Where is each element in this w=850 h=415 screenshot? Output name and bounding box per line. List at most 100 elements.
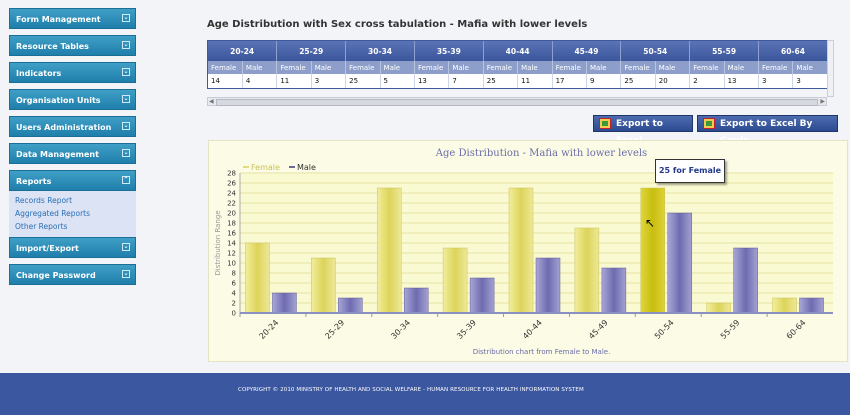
table-cell: 11 (517, 74, 553, 88)
table-sub-header: Male (655, 61, 691, 74)
table-row: 14 4 11 3 25 5 13 7 25 11 17 9 25 20 2 13 3 3 (208, 74, 828, 88)
table-group-header: 30-34 (345, 41, 415, 61)
sidebar-item-reports[interactable]: Reports ⌃ (9, 170, 136, 191)
bar-female (706, 302, 731, 314)
table-sub-header: Female (414, 61, 450, 74)
x-tick-label: 45-49 (587, 318, 610, 341)
y-tick-label: 20 (227, 210, 236, 218)
horizontal-scrollbar[interactable]: ◀ ▶ (207, 97, 827, 106)
bar-female (640, 187, 666, 314)
y-tick-label: 16 (227, 230, 236, 238)
x-tick-label: 60-64 (785, 318, 808, 341)
table-group-header: 35-39 (414, 41, 484, 61)
sidebar-item-import-export[interactable]: Import/Export ⌄ (9, 237, 136, 258)
bar-female (376, 187, 402, 314)
y-tick-label: 8 (232, 270, 236, 278)
expand-icon[interactable]: ⌄ (122, 95, 130, 103)
x-tick-label: 20-24 (258, 318, 281, 341)
expand-icon[interactable]: ⌄ (122, 14, 130, 22)
data-table: 20-24 25-29 30-34 35-39 40-44 45-49 50-54 55-59… (208, 41, 828, 88)
table-sub-header: Female (552, 61, 587, 74)
sidebar-item-label: Resource Tables (16, 42, 89, 51)
scroll-left-icon[interactable]: ◀ (209, 98, 214, 105)
table-cell: 3 (311, 74, 347, 88)
sidebar-item-resource-tables[interactable]: Resource Tables ⌄ (9, 35, 136, 56)
vertical-scrollbar[interactable] (827, 40, 834, 97)
export-excel-button[interactable]: Export to Excel (593, 115, 693, 146)
x-tick-label: 40-44 (521, 318, 544, 341)
table-cell: 2 (689, 74, 725, 88)
sidebar-item-label: Import/Export (16, 244, 79, 253)
bar-male (403, 287, 429, 314)
expand-icon[interactable]: ⌄ (122, 149, 130, 157)
y-tick-label: 6 (232, 280, 237, 288)
scroll-right-icon[interactable]: ▶ (820, 98, 825, 105)
bar-male (338, 297, 363, 314)
table-sub-header: Male (517, 61, 553, 74)
sidebar-item-organisation-units[interactable]: Organisation Units ⌄ (9, 89, 136, 110)
y-tick-label: 0 (232, 310, 236, 318)
x-axis-label: Distribution chart from Female to Male. (473, 348, 611, 356)
sidebar-item-change-password[interactable]: Change Password ⌄ (9, 264, 136, 285)
bar-female (508, 187, 534, 314)
reports-submenu: Records Report Aggregated Reports Other … (9, 191, 136, 237)
table-group-header-row: 20-24 25-29 30-34 35-39 40-44 45-49 50-54 55-59… (208, 41, 828, 61)
bar-male (535, 257, 561, 314)
table-sub-header: Male (792, 61, 828, 74)
y-tick-label: 24 (227, 190, 236, 198)
table-sub-header-row: Female Male Female Male Female Male Female Male… (208, 61, 828, 74)
chart-container: 0 2 4 6 8 10 12 14 16 18 20 22 24 26 28 20-24 25-29 30-34… (208, 140, 848, 362)
chart-tooltip: 25 for Female (655, 159, 725, 183)
scroll-thumb[interactable] (216, 99, 818, 106)
bar-female (311, 257, 336, 314)
table-group-header: 25-29 (276, 41, 347, 61)
expand-icon[interactable]: ⌄ (122, 41, 130, 49)
footer: COPYRIGHT © 2010 MINISTRY OF HEALTH AND … (0, 373, 850, 415)
table-sub-header: Male (724, 61, 760, 74)
table-group-header: 40-44 (483, 41, 553, 61)
table-cell: 14 (208, 74, 243, 88)
sidebar-item-indicators[interactable]: Indicators ⌄ (9, 62, 136, 83)
table-sub-header: Female (276, 61, 312, 74)
bar-male (601, 267, 627, 314)
submenu-other-reports[interactable]: Other Reports (15, 222, 68, 231)
y-tick-label: 22 (227, 200, 236, 208)
x-tick-label: 50-54 (653, 318, 676, 341)
chart-title: Age Distribution - Mafia with lower leve… (435, 148, 647, 159)
bar-male (469, 277, 495, 314)
collapse-icon[interactable]: ⌃ (122, 176, 130, 184)
legend-label-female: Female (251, 163, 280, 172)
export-excel-by-carde-button[interactable]: Export to Excel By Carde (697, 115, 838, 146)
table-cell: 13 (414, 74, 450, 88)
bar-male (799, 297, 824, 314)
sidebar-item-users-administration[interactable]: Users Administration ⌄ (9, 116, 136, 137)
table-cell: 3 (758, 74, 794, 88)
table-group-header: 45-49 (552, 41, 622, 61)
expand-icon[interactable]: ⌄ (122, 122, 130, 130)
table-sub-header: Female (208, 61, 243, 74)
table-cell: 13 (724, 74, 760, 88)
table-sub-header: Male (448, 61, 484, 74)
table-cell: 4 (242, 74, 278, 88)
x-tick-label: 25-29 (323, 318, 346, 341)
submenu-records-report[interactable]: Records Report (15, 196, 73, 205)
y-axis-label: Distribution Range (214, 210, 222, 275)
bar-male (733, 247, 758, 314)
expand-icon[interactable]: ⌄ (122, 243, 130, 251)
bar-female (772, 297, 797, 314)
y-tick-label: 14 (227, 240, 236, 248)
expand-icon[interactable]: ⌄ (122, 270, 130, 278)
sidebar-item-label: Form Management (16, 15, 101, 24)
bar-female (574, 227, 600, 314)
copyright-text: COPYRIGHT © 2010 MINISTRY OF HEALTH AND … (238, 387, 584, 393)
sidebar-item-data-management[interactable]: Data Management ⌄ (9, 143, 136, 164)
table-cell: 17 (552, 74, 587, 88)
table-cell: 3 (792, 74, 828, 88)
page-title: Age Distribution with Sex cross tabulati… (207, 19, 588, 30)
table-sub-header: Male (311, 61, 347, 74)
sidebar-item-form-management[interactable]: Form Management ⌄ (9, 8, 136, 29)
y-tick-label: 18 (227, 220, 236, 228)
expand-icon[interactable]: ⌄ (122, 68, 130, 76)
submenu-aggregated-reports[interactable]: Aggregated Reports (15, 209, 91, 218)
sidebar-item-label: Reports (16, 177, 52, 186)
